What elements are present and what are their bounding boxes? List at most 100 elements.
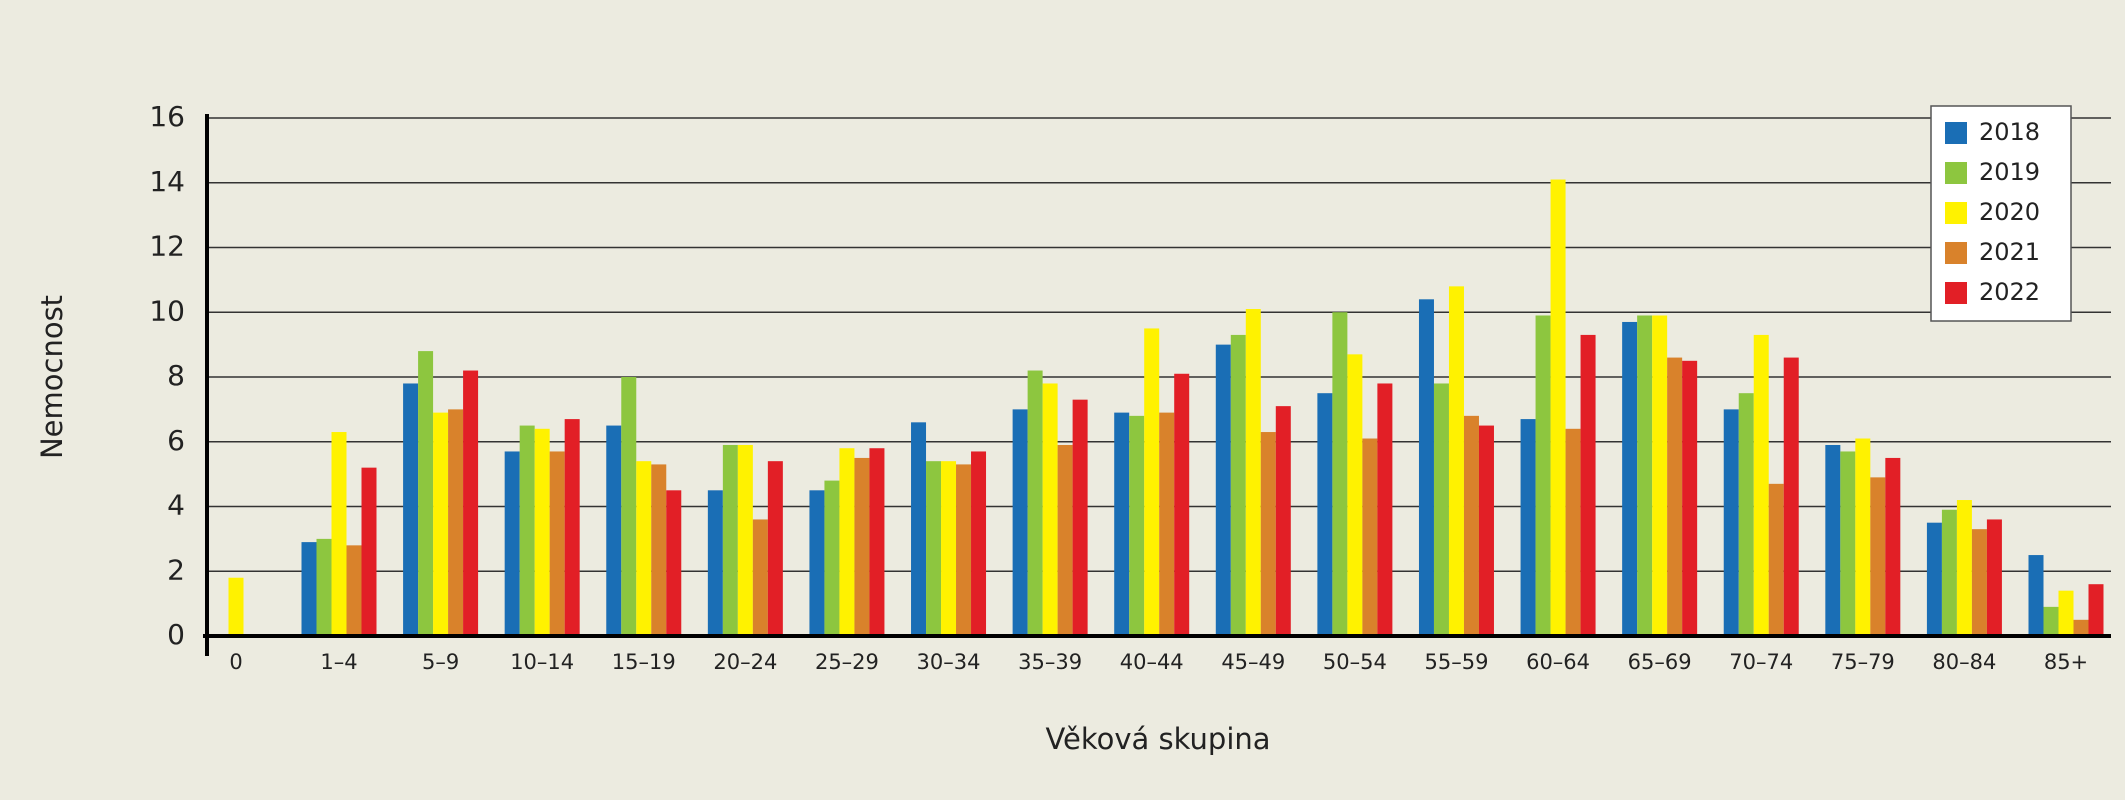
bar [1637,315,1653,636]
y-tick-label: 12 [149,230,185,263]
bar [809,490,825,636]
legend-label: 2022 [1979,278,2040,306]
y-tick-label: 8 [167,359,185,392]
bar [1478,425,1494,636]
x-tick-label: 5–9 [422,650,459,674]
bar [1347,354,1363,636]
legend-label: 2018 [1979,118,2040,146]
bar [971,451,987,636]
bar [316,538,332,636]
bar [1723,409,1739,636]
bar [1753,334,1769,636]
bar [839,448,855,636]
bar [1129,415,1145,636]
x-tick-label: 20–24 [713,650,777,674]
bar [564,419,580,636]
bar [1870,477,1886,636]
x-tick-label: 55–59 [1424,650,1488,674]
bar [549,451,565,636]
x-tick-label: 25–29 [815,650,879,674]
bar [606,425,622,636]
y-tick-label: 6 [167,424,185,457]
bar [1144,328,1160,636]
y-tick-label: 4 [167,489,185,522]
bar [926,461,942,636]
x-tick-label: 30–34 [917,650,981,674]
bar [1855,438,1871,636]
bar [767,461,783,636]
legend-swatch [1945,242,1967,264]
legend-swatch [1945,122,1967,144]
bar [1535,315,1551,636]
bar [1448,286,1464,636]
bar [1215,344,1231,636]
bar [346,545,362,636]
x-tick-label: 80–84 [1932,650,1996,674]
bar [1682,360,1698,636]
bar [1667,357,1683,636]
y-axis-label: Nemocnost [35,295,69,459]
y-tick-label: 2 [167,553,185,586]
bar [1260,432,1276,636]
bar [1230,334,1246,636]
bar [1956,500,1972,636]
bar [1463,415,1479,636]
bar [1377,383,1393,636]
bar [448,409,464,636]
bar [1971,529,1987,636]
x-tick-label: 85+ [2044,650,2088,674]
legend-label: 2021 [1979,238,2040,266]
x-tick-label: 1–4 [320,650,357,674]
bar [1245,309,1261,636]
bar [1012,409,1028,636]
bar [228,577,244,636]
bar [1565,428,1581,636]
bar [1840,451,1856,636]
bar [1027,370,1043,636]
bar [2073,619,2089,636]
bar [651,464,667,636]
x-tick-label: 45–49 [1221,650,1285,674]
bar [636,461,652,636]
bar [1550,179,1566,636]
bar [2028,555,2044,636]
bar [854,457,870,636]
bar [1652,315,1668,636]
legend-swatch [1945,162,1967,184]
legend-label: 2020 [1979,198,2040,226]
x-tick-label: 0 [229,650,242,674]
bar [1332,312,1348,636]
x-tick-label: 15–19 [612,650,676,674]
bar [1174,373,1190,636]
bar [1580,334,1596,636]
bar [666,490,682,636]
bar [1114,412,1130,636]
x-tick-label: 60–64 [1526,650,1590,674]
bar [418,351,434,636]
bar [911,422,927,636]
y-tick-label: 14 [149,165,185,198]
bar [1622,321,1638,636]
bar [1783,357,1799,636]
bar [752,519,768,636]
bar [361,467,377,636]
y-tick-label: 16 [149,100,185,133]
bar [1433,383,1449,636]
bar [737,444,753,636]
y-tick-label: 10 [149,294,185,327]
x-tick-label: 40–44 [1120,650,1184,674]
bar [403,383,419,636]
bar [433,412,449,636]
x-axis-label: Věková skupina [1045,722,1270,756]
bar [1317,393,1333,636]
bar [1520,419,1536,636]
x-tick-label: 35–39 [1018,650,1082,674]
bar [519,425,535,636]
bar [941,461,957,636]
y-tick-label: 0 [167,618,185,651]
bar [2088,584,2104,636]
bar [1159,412,1175,636]
bar [722,444,738,636]
